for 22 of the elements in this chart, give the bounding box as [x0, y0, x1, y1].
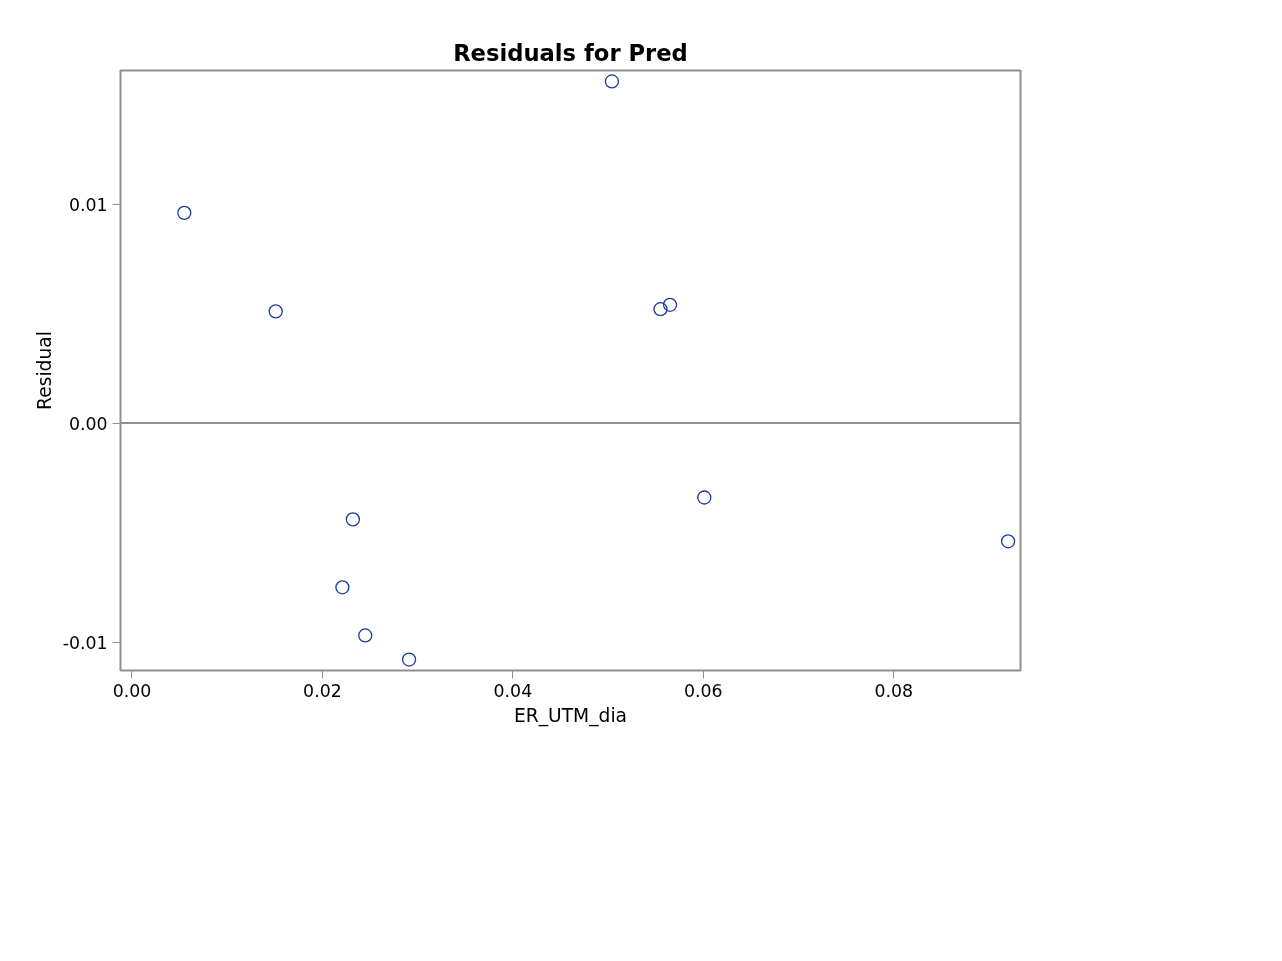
- x-tick-label: 0.04: [493, 680, 533, 701]
- point: [604, 74, 620, 89]
- point: [401, 652, 417, 667]
- point: [662, 297, 678, 312]
- x-axis-title: ER_UTM_dia: [513, 704, 628, 727]
- point: [358, 628, 373, 643]
- y-axis-title: Residual: [33, 331, 55, 410]
- point: [653, 302, 668, 317]
- chart-title: Residuals for Pred: [453, 39, 688, 66]
- y-tick-label: -0.01: [62, 632, 108, 653]
- point: [345, 512, 361, 527]
- x-tick-label: 0.02: [303, 680, 342, 701]
- x-tick-label: 0.06: [684, 680, 723, 701]
- point: [1000, 534, 1016, 549]
- x-tick-label: 0.00: [112, 680, 152, 701]
- y-tick-label: 0.00: [68, 413, 108, 434]
- x-tick-label: 0.08: [874, 680, 914, 701]
- point: [268, 304, 283, 319]
- y-tick-label: 0.01: [68, 194, 108, 215]
- point: [697, 490, 712, 505]
- point: [177, 205, 192, 220]
- point: [335, 580, 350, 595]
